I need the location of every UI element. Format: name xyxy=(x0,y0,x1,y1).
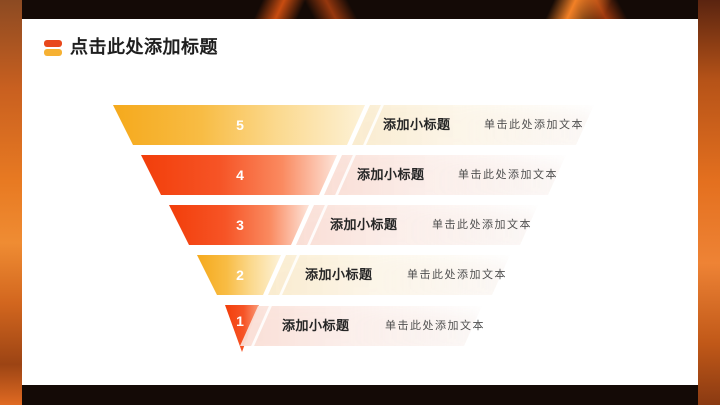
level-body-5[interactable]: 单击此处添加文本 xyxy=(484,119,584,131)
level-subtitle-4[interactable]: 添加小标题 xyxy=(357,167,425,182)
level-number-5: 5 xyxy=(236,117,244,133)
level-body-1[interactable]: 单击此处添加文本 xyxy=(385,320,485,332)
level-subtitle-5[interactable]: 添加小标题 xyxy=(383,117,451,132)
slide-title[interactable]: 点击此处添加标题 xyxy=(70,37,218,57)
level-subtitle-1[interactable]: 添加小标题 xyxy=(282,318,350,333)
level-body-3[interactable]: 单击此处添加文本 xyxy=(432,219,532,231)
funnel-text-strip-5 xyxy=(352,105,594,145)
level-body-4[interactable]: 单击此处添加文本 xyxy=(458,169,558,181)
background-left-band xyxy=(0,0,22,405)
bullet-bar-yellow xyxy=(44,49,62,56)
funnel-bar-3[interactable] xyxy=(169,205,309,245)
funnel-text-strip-2 xyxy=(268,255,510,295)
level-subtitle-2[interactable]: 添加小标题 xyxy=(305,267,373,282)
level-number-4: 4 xyxy=(236,167,244,183)
bullet-bar-red xyxy=(44,40,62,47)
funnel-text-strip-4 xyxy=(324,155,566,195)
background-bottom-band xyxy=(0,385,720,405)
funnel-text-strip-1 xyxy=(240,306,482,346)
level-number-1: 1 xyxy=(236,313,244,329)
title-bullet-icon xyxy=(44,40,62,57)
funnel-bar-5[interactable] xyxy=(113,105,365,145)
background-top-band xyxy=(0,0,720,19)
level-body-2[interactable]: 单击此处添加文本 xyxy=(407,269,507,281)
funnel-bar-4[interactable] xyxy=(141,155,337,195)
funnel-text-strip-3 xyxy=(296,205,538,245)
background-right-band xyxy=(698,0,720,405)
level-subtitle-3[interactable]: 添加小标题 xyxy=(330,217,398,232)
level-number-2: 2 xyxy=(236,267,244,283)
level-number-3: 3 xyxy=(236,217,244,233)
